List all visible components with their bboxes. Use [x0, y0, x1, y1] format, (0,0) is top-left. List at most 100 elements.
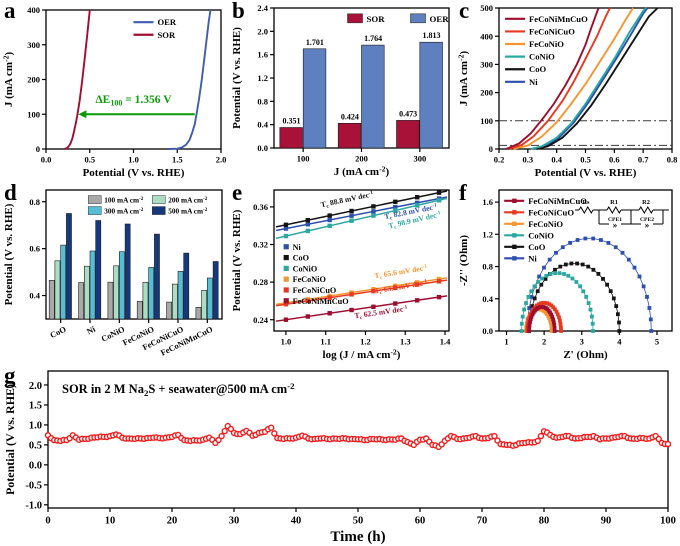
- eis-point: [550, 314, 555, 319]
- svg-text:CoNiO: CoNiO: [529, 52, 555, 62]
- eis-point: [649, 329, 654, 333]
- eis-point: [553, 307, 557, 312]
- svg-text:1.2: 1.2: [482, 229, 493, 239]
- svg-text:1.6: 1.6: [257, 50, 268, 60]
- series-SOR: [64, 9, 91, 150]
- chart-f-nyquist-eis: 1 2 3 4 5 0.0 0.4 0.8 1.2 1.6 Z' (Ohm) -Z'' (Ohm) Fe…: [458, 189, 673, 361]
- eis-point: [608, 289, 613, 294]
- svg-text:0.351: 0.351: [283, 117, 301, 126]
- svg-text:FeCoNiMnCuO: FeCoNiMnCuO: [528, 196, 587, 206]
- eis-point: [548, 318, 552, 323]
- eis-point: [557, 271, 562, 275]
- eis-point: [590, 321, 595, 326]
- panel-letter-c: c: [459, 0, 470, 23]
- eis-point: [553, 271, 557, 275]
- svg-text:300: 300: [480, 59, 493, 69]
- svg-text:2.0: 2.0: [257, 26, 268, 36]
- svg-text:1.2: 1.2: [360, 337, 371, 347]
- svg-text:1.3: 1.3: [400, 337, 411, 347]
- panel-b: b 0.0 0.4 0.8 1.2 1.6 2.0 2.4 J (mA cm-2) Potent…: [228, 0, 455, 182]
- panel-a: a 0.0 0.5 1.0 1.5 2.0 0 100 200 300 400 Potential …: [0, 0, 228, 182]
- eis-point: [569, 261, 574, 266]
- svg-text:0.28: 0.28: [253, 277, 268, 287]
- svg-text:1.0: 1.0: [128, 155, 139, 165]
- svg-text:FeCoNiCuO: FeCoNiCuO: [293, 286, 337, 295]
- eis-point: [617, 329, 622, 333]
- eis-point: [549, 312, 554, 317]
- eis-point: [570, 276, 575, 281]
- eis-point: [551, 305, 556, 310]
- eis-point: [520, 314, 525, 319]
- svg-text:CPE1: CPE1: [608, 217, 622, 223]
- eis-point: [527, 306, 532, 310]
- eis-point: [525, 329, 530, 333]
- eis-point: [632, 265, 637, 270]
- stability-point: [534, 437, 541, 445]
- bar: [60, 244, 67, 320]
- svg-text:0.0: 0.0: [257, 143, 268, 153]
- svg-text:0.4: 0.4: [482, 294, 493, 304]
- eis-point: [563, 262, 568, 267]
- svg-text:SOR: SOR: [158, 30, 176, 40]
- eis-point: [528, 317, 533, 322]
- eis-point: [637, 274, 642, 279]
- series-FeCoNiCuO: [508, 7, 611, 150]
- svg-text:1.6: 1.6: [482, 197, 493, 207]
- svg-text:FeCoNiCuO: FeCoNiCuO: [529, 26, 575, 36]
- bar: [124, 223, 131, 320]
- svg-text:Potential (V vs. RHE): Potential (V vs. RHE): [231, 209, 243, 311]
- eis-point: [560, 245, 565, 250]
- bar: [66, 213, 72, 320]
- svg-text:0.5: 0.5: [580, 155, 591, 165]
- svg-text:100: 100: [480, 116, 493, 126]
- svg-text:ΔE100 = 1.356 V: ΔE100 = 1.356 V: [95, 94, 172, 108]
- chart-c-catalyst-lsv: 0.2 0.3 0.4 0.5 0.6 0.7 0.8 0 100 200 300 400 500 Pot…: [456, 3, 677, 179]
- eis-point: [548, 321, 553, 325]
- eis-point: [596, 272, 601, 276]
- eis-point: [528, 312, 533, 317]
- svg-text:0.6: 0.6: [609, 155, 620, 165]
- bar: [177, 271, 184, 320]
- series-CoO: [536, 7, 659, 150]
- svg-text:40: 40: [291, 516, 302, 527]
- eis-point: [591, 329, 595, 333]
- svg-text:1.0: 1.0: [281, 337, 292, 347]
- svg-text:300: 300: [413, 154, 426, 164]
- bar: [201, 290, 208, 320]
- eis-point: [552, 329, 557, 333]
- svg-text:-1.0: -1.0: [25, 501, 42, 512]
- eis-point: [581, 289, 586, 294]
- svg-text:R1: R1: [610, 199, 618, 206]
- svg-text:2.4: 2.4: [257, 3, 268, 13]
- svg-text:Ni: Ni: [85, 324, 97, 336]
- panel-f: f 1 2 3 4 5 0.0 0.4 0.8 1.2 1.6 Z' (Ohm) -Z'' (Ohm)…: [455, 180, 680, 365]
- bar: [337, 123, 362, 149]
- eis-point: [548, 310, 552, 315]
- panel-letter-e: e: [232, 180, 243, 205]
- eis-point: [530, 312, 535, 317]
- svg-text:500 mA cm-2: 500 mA cm-2: [168, 207, 208, 216]
- svg-text:CoO: CoO: [529, 64, 547, 74]
- eis-point: [519, 321, 524, 326]
- eis-point: [562, 272, 566, 276]
- eis-point: [519, 329, 524, 333]
- eis-point: [527, 329, 531, 333]
- eis-point: [549, 329, 554, 333]
- stability-point: [655, 435, 662, 443]
- svg-text:log (J / mA cm-2): log (J / mA cm-2): [323, 347, 401, 361]
- eis-point: [641, 284, 646, 289]
- eis-point: [528, 320, 532, 324]
- svg-text:1.701: 1.701: [306, 38, 324, 47]
- svg-text:1.5: 1.5: [172, 155, 183, 165]
- legend: OER SOR: [133, 17, 177, 40]
- legend: SOR OER: [347, 13, 449, 24]
- svg-text:0.36: 0.36: [253, 202, 268, 212]
- svg-text:3: 3: [580, 337, 584, 347]
- bar: [195, 307, 202, 320]
- svg-text:200: 200: [27, 75, 40, 85]
- axes-f: 1 2 3 4 5 0.0 0.4 0.8 1.2 1.6 Z' (Ohm) -Z'' (Ohm): [458, 189, 673, 361]
- bar: [172, 283, 178, 320]
- svg-text:SOR: SOR: [367, 14, 386, 24]
- eis-point: [526, 295, 531, 299]
